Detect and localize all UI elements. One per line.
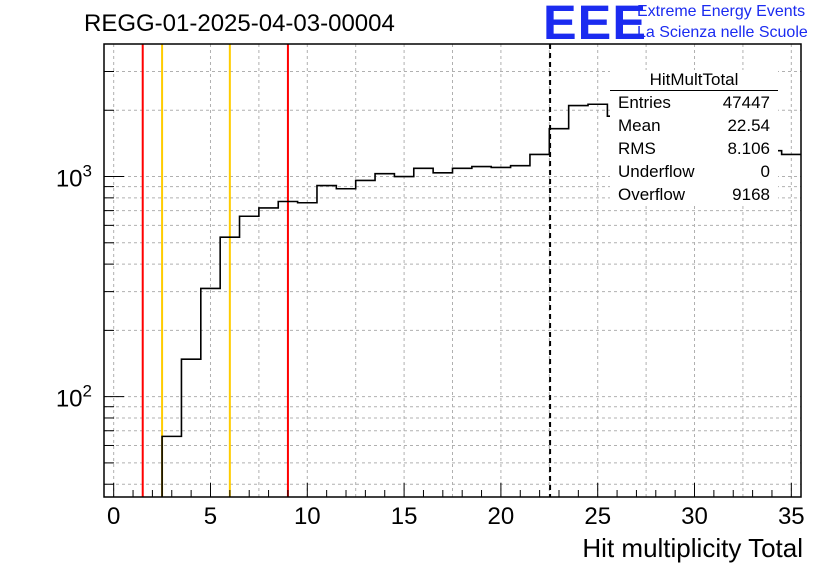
stats-label: Overflow	[618, 185, 686, 204]
run-title: REGG-01-2025-04-03-00004	[84, 10, 395, 37]
x-tick-label: 0	[107, 503, 120, 530]
eee-logo: EEE	[543, 0, 647, 50]
stats-box: HitMultTotal Entries 47447 Mean 22.54 RM…	[610, 70, 778, 206]
stats-value: 47447	[722, 93, 770, 112]
stats-row-underflow: Underflow 0	[610, 160, 778, 183]
y-tick-label: 102	[56, 382, 92, 413]
x-axis-label: Hit multiplicity Total	[582, 533, 803, 563]
stats-label: Entries	[618, 93, 671, 112]
stats-title: HitMultTotal	[610, 70, 778, 91]
logo-subtitle-line2: La Scienza nelle Scuole	[637, 24, 808, 41]
y-tick-label: 103	[56, 162, 92, 193]
stats-value: 9168	[732, 185, 770, 204]
stats-row-rms: RMS 8.106	[610, 137, 778, 160]
x-tick-label: 35	[778, 503, 805, 530]
stats-value: 8.106	[727, 139, 770, 158]
stats-row-mean: Mean 22.54	[610, 114, 778, 137]
x-axis-ticks: 0 5 10 15 20 25 30 35	[107, 483, 805, 530]
stats-label: Mean	[618, 116, 661, 135]
stats-row-overflow: Overflow 9168	[610, 183, 778, 206]
x-tick-label: 20	[488, 503, 515, 530]
stats-label: Underflow	[618, 162, 695, 181]
x-tick-label: 10	[294, 503, 321, 530]
x-tick-label: 25	[584, 503, 611, 530]
stats-value: 0	[760, 162, 770, 181]
x-tick-label: 5	[204, 503, 217, 530]
x-tick-label: 30	[681, 503, 708, 530]
marker-lines	[141, 44, 552, 497]
y-axis-ticks: 102 103	[56, 43, 124, 485]
stats-label: RMS	[618, 139, 656, 158]
logo-subtitle-line1: Extreme Energy Events	[637, 3, 806, 20]
plot-frame	[103, 43, 802, 498]
x-tick-label: 15	[391, 503, 418, 530]
stats-value: 22.54	[727, 116, 770, 135]
stats-row-entries: Entries 47447	[610, 91, 778, 114]
